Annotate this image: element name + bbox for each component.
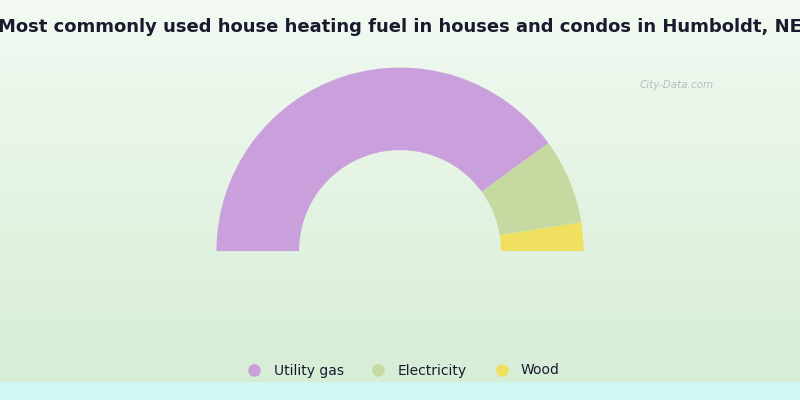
Legend: Utility gas, Electricity, Wood: Utility gas, Electricity, Wood <box>234 358 566 383</box>
Text: Most commonly used house heating fuel in houses and condos in Humboldt, NE: Most commonly used house heating fuel in… <box>0 18 800 36</box>
Text: City-Data.com: City-Data.com <box>640 80 714 90</box>
Wedge shape <box>482 143 582 235</box>
Wedge shape <box>217 68 549 251</box>
Wedge shape <box>500 222 583 251</box>
